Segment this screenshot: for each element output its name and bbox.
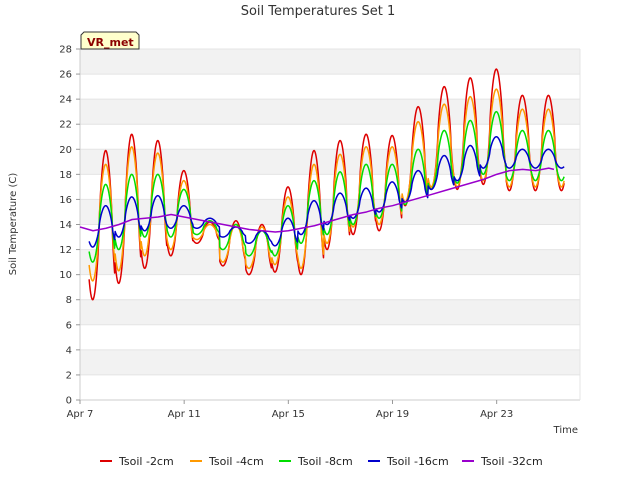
plot-band <box>80 274 580 300</box>
series-line-tsoil-4cm <box>88 88 565 282</box>
y-axis-title: Soil Temperature (C) <box>8 173 19 276</box>
x-tick-label: Apr 7 <box>67 409 94 420</box>
plot-band <box>80 249 580 275</box>
legend-item: Tsoil -2cm <box>100 455 174 468</box>
plot-band <box>80 324 580 350</box>
plot-band <box>80 299 580 325</box>
y-tick-label: 14 <box>59 220 72 231</box>
y-tick-label: 12 <box>59 245 72 256</box>
chart-title: Soil Temperatures Set 1 <box>241 4 396 19</box>
gridlines <box>80 48 580 401</box>
y-tick-label: 28 <box>59 45 72 56</box>
plot-band <box>80 374 580 400</box>
legend-label: Tsoil -32cm <box>480 455 543 468</box>
series-line-tsoil-8cm <box>88 110 565 263</box>
legend-item: Tsoil -8cm <box>279 455 353 468</box>
badge-label: VR_met <box>87 36 134 49</box>
legend-item: Tsoil -4cm <box>190 455 264 468</box>
y-tick-label: 24 <box>59 95 72 106</box>
plot-band <box>80 74 580 100</box>
plot-band <box>80 49 580 75</box>
y-tick-label: 26 <box>59 70 72 81</box>
y-tick-label: 18 <box>59 170 72 181</box>
badge: VR_met <box>80 31 140 50</box>
x-tick-label: Apr 19 <box>376 409 409 420</box>
y-tick-label: 6 <box>66 320 72 331</box>
series-line-tsoil-2cm <box>88 68 565 301</box>
y-tick-label: 10 <box>59 270 72 281</box>
legend-label: Tsoil -16cm <box>386 455 449 468</box>
plot-band <box>80 349 580 375</box>
legend-label: Tsoil -8cm <box>297 455 353 468</box>
badge-box <box>80 31 140 50</box>
legend-item: Tsoil -16cm <box>368 455 449 468</box>
x-tick-label: Apr 11 <box>168 409 201 420</box>
plot-band <box>80 124 580 150</box>
series-line-tsoil-16cm <box>88 136 565 248</box>
legend-label: Tsoil -4cm <box>208 455 264 468</box>
series-line-tsoil-32cm <box>79 167 555 233</box>
x-axis-ticks: Apr 7 Apr 11 Apr 15 Apr 19 Apr 23 <box>67 400 513 420</box>
y-tick-label: 8 <box>66 295 72 306</box>
y-tick-label: 22 <box>59 120 72 131</box>
y-tick-label: 4 <box>66 345 72 356</box>
legend: Tsoil -2cm Tsoil -4cm Tsoil -8cm Tsoil -16c… <box>100 455 543 468</box>
series-lines <box>79 68 565 301</box>
plot-band <box>80 149 580 175</box>
y-tick-label: 0 <box>66 396 72 407</box>
y-tick-label: 2 <box>66 370 72 381</box>
x-axis-title: Time <box>553 425 578 436</box>
y-tick-label: 16 <box>59 195 72 206</box>
x-tick-label: Apr 23 <box>480 409 513 420</box>
x-tick-label: Apr 15 <box>272 409 305 420</box>
legend-label: Tsoil -2cm <box>118 455 174 468</box>
y-tick-label: 20 <box>59 145 72 156</box>
plot-band <box>80 99 580 125</box>
legend-item: Tsoil -32cm <box>462 455 543 468</box>
